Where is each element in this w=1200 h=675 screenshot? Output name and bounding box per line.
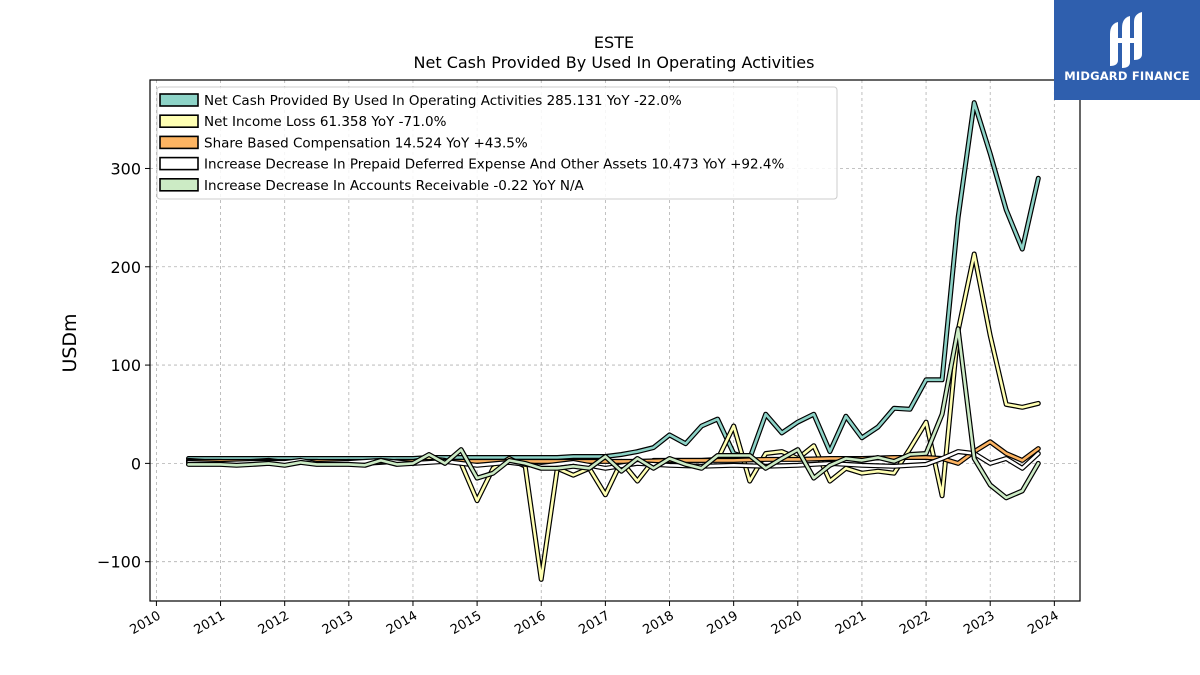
x-tick-label: 2018 — [641, 608, 677, 638]
chart-title: ESTE — [594, 33, 634, 52]
y-tick-label: 300 — [110, 159, 141, 178]
x-tick-label: 2020 — [769, 608, 805, 638]
legend-entry: Net Income Loss 61.358 YoY -71.0% — [204, 114, 447, 130]
legend-swatch — [159, 114, 199, 128]
brand-logo: MIDGARD FINANCE — [1054, 0, 1200, 100]
chart-subtitle: Net Cash Provided By Used In Operating A… — [414, 53, 815, 72]
y-tick-label: 200 — [110, 258, 141, 277]
y-tick-label: 100 — [110, 356, 141, 375]
legend-entry: Increase Decrease In Accounts Receivable… — [204, 178, 585, 194]
series-line-outline-1 — [186, 251, 1041, 582]
x-tick-label: 2014 — [384, 608, 420, 638]
legend-box — [156, 86, 838, 200]
x-tick-label: 2022 — [897, 608, 933, 638]
x-tick-label: 2013 — [320, 608, 356, 638]
series-line-0 — [187, 101, 1040, 460]
plot-frame — [149, 79, 1081, 602]
x-tick-label: 2011 — [192, 608, 228, 638]
x-tick-label: 2019 — [705, 608, 741, 638]
series-line-4 — [187, 327, 1040, 500]
x-tick-label: 2015 — [448, 608, 484, 638]
legend-entry: Share Based Compensation 14.524 YoY +43.… — [204, 135, 528, 151]
legend-swatch — [159, 93, 199, 107]
y-tick-label: 0 — [131, 454, 141, 473]
legend-entry: Increase Decrease In Prepaid Deferred Ex… — [204, 157, 784, 173]
y-tick-label: −100 — [97, 553, 141, 572]
legend-swatch — [159, 135, 199, 150]
x-tick-label: 2023 — [961, 608, 997, 638]
logo-mark-icon — [1110, 12, 1142, 68]
series-line-1 — [187, 252, 1040, 581]
legend-swatch — [159, 156, 199, 171]
x-tick-label: 2010 — [127, 608, 163, 638]
brand-name: MIDGARD FINANCE — [1064, 69, 1190, 83]
x-tick-label: 2024 — [1025, 608, 1061, 638]
legend: Net Cash Provided By Used In Operating A… — [156, 86, 838, 200]
x-tick-label: 2021 — [833, 608, 869, 638]
x-tick-label: 2012 — [256, 608, 292, 638]
x-tick-label: 2016 — [512, 608, 548, 638]
x-tick-label: 2017 — [576, 608, 612, 638]
y-axis-label: USDm — [59, 313, 81, 372]
legend-swatch — [159, 178, 199, 192]
legend-entry: Net Cash Provided By Used In Operating A… — [204, 93, 682, 109]
series-layer — [186, 100, 1041, 582]
